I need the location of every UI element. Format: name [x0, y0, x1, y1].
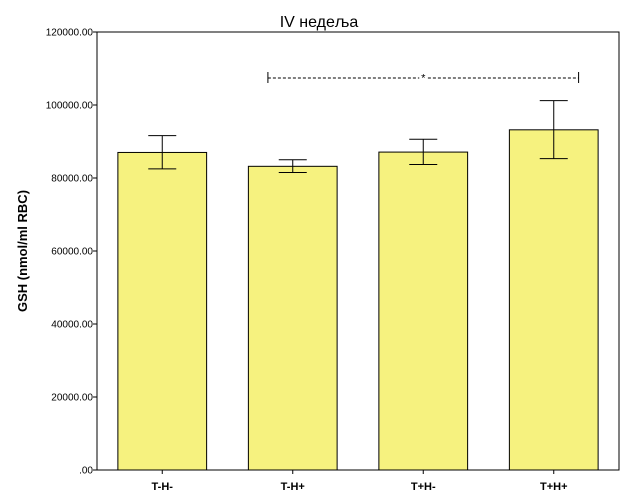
- significance-label: *: [420, 74, 427, 86]
- bar-T+H+: [508, 129, 599, 471]
- x-tick-label: T-H-: [152, 481, 174, 493]
- y-axis-label: GSH (nmol/ml RBC): [15, 190, 30, 312]
- significance-bracket: *: [267, 72, 580, 86]
- bar-T+H-: [378, 151, 469, 471]
- y-axis: .00 20000.00 40000.00 60000.00 80000.00 10000…: [46, 28, 97, 477]
- bars-group: [117, 129, 599, 471]
- y-tick-label: 40000.00: [51, 320, 93, 331]
- y-tick-label: 60000.00: [51, 247, 93, 258]
- bar-T-H+: [247, 165, 338, 471]
- y-tick-label: .00: [79, 466, 93, 477]
- bracket-label-bg: [419, 72, 428, 82]
- chart-title: IV недеља: [280, 14, 359, 31]
- y-tick-label: 100000.00: [46, 101, 94, 112]
- x-axis: T-H- T-H+ T+H- T+H+: [152, 470, 568, 493]
- bar-T-H-: [117, 151, 208, 471]
- y-tick-label: 20000.00: [51, 393, 93, 404]
- y-tick-label: 80000.00: [51, 174, 93, 185]
- x-tick-label: T+H+: [540, 481, 568, 493]
- y-tick-label: 120000.00: [46, 28, 94, 39]
- x-tick-label: T-H+: [281, 481, 305, 493]
- error-bars-group: [148, 100, 568, 174]
- x-tick-label: T+H-: [411, 481, 436, 493]
